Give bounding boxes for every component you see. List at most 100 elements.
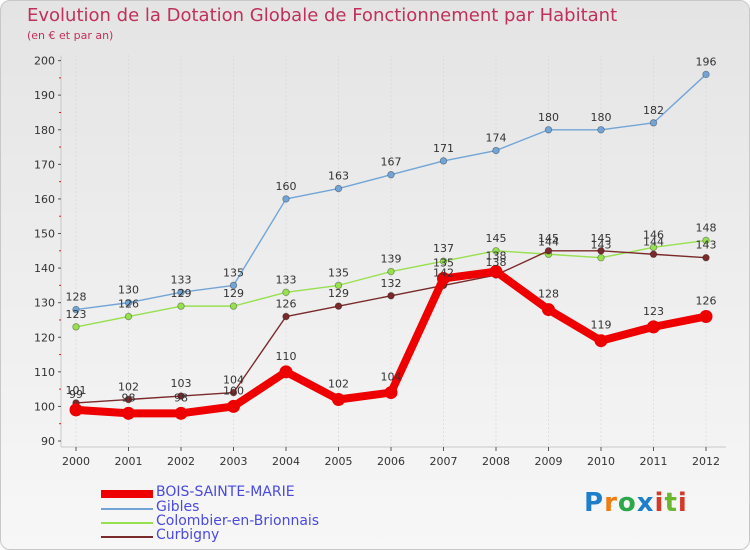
x-tick-label: 2001: [115, 455, 143, 468]
data-point: [72, 305, 80, 314]
data-label: 138: [486, 256, 507, 269]
data-label: 126: [118, 298, 139, 311]
data-point: [334, 302, 343, 310]
data-labels-layer: 99 98 98 100 110 102 104 135 138 128 119 123 126 128 1…: [66, 55, 717, 404]
data-label: 145: [538, 232, 559, 245]
data-label: 144: [643, 235, 664, 248]
data-label: 99: [69, 388, 83, 401]
data-point: [282, 288, 290, 296]
legend-label: BOIS-SAINTE-MARIE: [156, 484, 295, 500]
y-tick-label: 170: [34, 158, 55, 171]
data-point: [282, 195, 290, 203]
data-point: [597, 126, 605, 134]
y-tick-label: 110: [34, 366, 55, 379]
legend-label: Colombier-en-Brionnais: [156, 513, 320, 529]
data-label: 126: [696, 295, 717, 308]
series-colombier-en-brionnais: [72, 236, 710, 331]
data-point: [649, 250, 658, 258]
y-tick-label: 100: [34, 400, 55, 413]
data-point: [122, 406, 135, 420]
chart-title: Evolution de la Dotation Globale de Fonc…: [27, 5, 618, 26]
data-label: 146: [643, 228, 664, 241]
data-point: [177, 302, 185, 310]
data-label: 139: [381, 253, 402, 266]
data-point: [174, 406, 188, 420]
data-label: 104: [223, 374, 244, 387]
data-label: 132: [381, 277, 402, 290]
data-label: 143: [591, 239, 612, 252]
data-label: 160: [276, 180, 297, 193]
data-label: 135: [433, 256, 454, 269]
legend-swatch: [101, 508, 153, 510]
data-point: [489, 265, 503, 279]
data-label: 104: [381, 371, 402, 384]
chart-axes: 90 100 110 120 130 140 150 160 170 180 190 200 2000 2…: [34, 55, 726, 468]
data-label: 167: [381, 156, 402, 169]
data-label: 142: [433, 266, 454, 279]
legend-swatch: [101, 490, 153, 498]
x-tick-label: 2000: [62, 455, 90, 468]
data-point: [69, 403, 83, 417]
x-tick-label: 2010: [587, 455, 615, 468]
data-point: [597, 254, 605, 262]
x-tick-label: 2005: [325, 455, 353, 468]
y-tick-label: 140: [34, 262, 55, 275]
proxiti-logo: Proxiti: [584, 488, 688, 518]
data-label: 128: [66, 291, 87, 304]
data-label: 135: [223, 266, 244, 279]
data-point: [229, 302, 238, 310]
data-point: [334, 184, 343, 193]
y-tick-label: 130: [34, 297, 55, 310]
data-label: 133: [171, 273, 192, 286]
x-tick-label: 2004: [272, 455, 300, 468]
y-tick-label: 150: [34, 228, 55, 241]
data-point: [227, 399, 240, 413]
data-point: [702, 236, 710, 245]
data-label: 102: [328, 378, 349, 391]
legend-swatch: [101, 536, 153, 538]
data-label: 130: [118, 284, 139, 297]
x-tick-label: 2009: [535, 455, 563, 468]
data-point: [229, 281, 238, 290]
data-label: 180: [538, 111, 559, 124]
x-tick-label: 2011: [640, 455, 668, 468]
data-point: [387, 267, 395, 276]
data-label: 98: [174, 391, 188, 404]
x-tick-label: 2012: [692, 455, 720, 468]
data-label: 171: [433, 142, 454, 155]
data-label: 102: [118, 381, 139, 394]
y-tick-label: 120: [34, 331, 55, 344]
data-point: [387, 292, 395, 300]
data-label: 110: [276, 350, 297, 363]
x-tick-label: 2002: [167, 455, 195, 468]
data-point: [334, 281, 343, 290]
data-point: [437, 271, 450, 285]
data-label: 98: [122, 391, 136, 404]
data-point: [439, 157, 448, 165]
data-label: 126: [276, 298, 297, 311]
y-tick-label: 190: [34, 89, 55, 102]
series-gibles: [72, 70, 710, 314]
data-label: 135: [328, 266, 349, 279]
x-tick-label: 2007: [430, 455, 458, 468]
data-point: [124, 312, 133, 321]
data-label: 119: [591, 319, 612, 332]
data-label: 129: [328, 287, 349, 300]
data-point: [384, 386, 398, 400]
data-point: [594, 334, 608, 348]
data-label: 143: [696, 239, 717, 252]
data-label: 174: [486, 132, 507, 145]
chart-subtitle: (en € et par an): [27, 29, 114, 42]
data-point: [72, 323, 80, 331]
data-label: 129: [171, 287, 192, 300]
legend-label: Gibles: [156, 499, 200, 515]
data-point: [282, 312, 290, 321]
data-point: [597, 247, 605, 255]
data-label: 145: [591, 232, 612, 245]
data-point: [387, 171, 395, 179]
data-label: 144: [538, 235, 559, 248]
data-label: 138: [486, 250, 507, 263]
data-label: 148: [696, 221, 717, 234]
